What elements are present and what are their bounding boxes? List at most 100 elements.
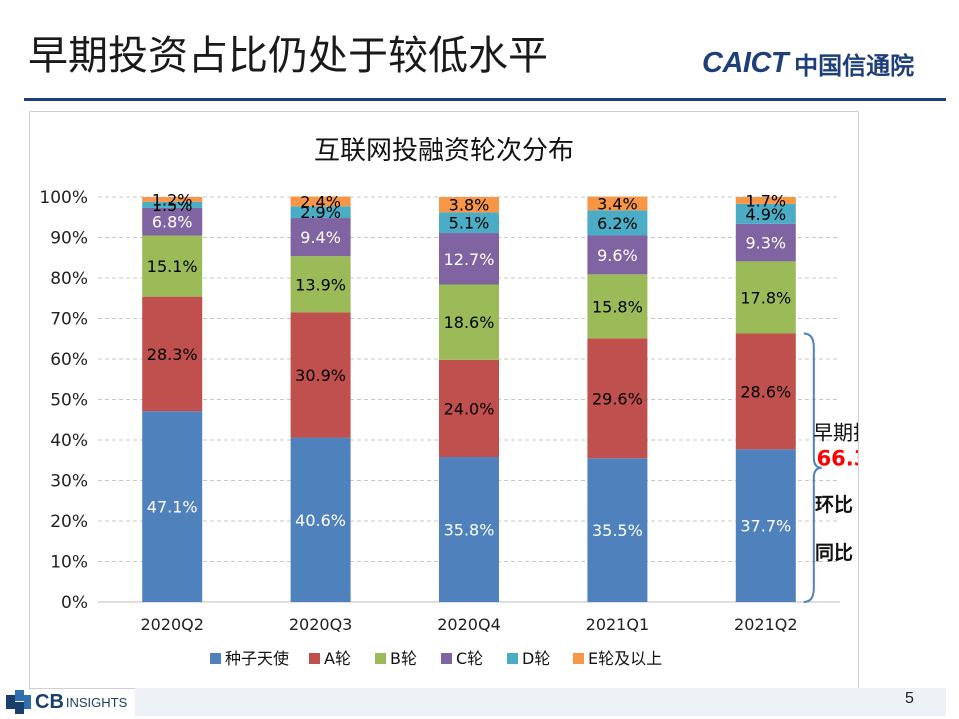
legend-swatch <box>375 653 386 664</box>
data-label: 3.4% <box>597 194 638 213</box>
bar-segment <box>142 197 203 202</box>
data-label: 12.7% <box>444 250 495 269</box>
x-tick-label: 2020Q2 <box>140 615 204 634</box>
bar-segment <box>735 197 796 204</box>
y-tick-label: 0% <box>61 593 88 613</box>
bar-segment <box>735 333 796 450</box>
data-label: 1.2% <box>152 190 193 209</box>
data-label: 30.9% <box>295 366 346 385</box>
legend-label: D轮 <box>522 649 550 668</box>
early-stage-brace <box>803 332 822 603</box>
data-label: 5.1% <box>449 214 490 233</box>
caict-logo-text: CAICT <box>702 46 789 79</box>
x-tick-label: 2020Q3 <box>289 615 353 634</box>
bar-segment <box>439 284 499 360</box>
bar-segment <box>439 197 499 213</box>
data-label: 28.6% <box>740 382 791 401</box>
bar-segment <box>142 207 203 236</box>
data-label: 18.6% <box>444 313 495 332</box>
bar-segment <box>587 196 648 211</box>
bar-segment <box>587 274 648 339</box>
chart-frame: 互联网投融资轮次分布 0% 10% 20% 30% 40% 50% 60% 70% 80% 90% 1… <box>29 111 859 689</box>
y-tick-label: 50% <box>50 391 88 411</box>
y-tick-label: 10% <box>50 553 88 573</box>
bar-segment <box>439 233 499 285</box>
data-label: 37.7% <box>740 517 791 536</box>
data-label: 9.3% <box>745 234 786 253</box>
bar-segment <box>587 235 648 275</box>
bar-segment <box>290 256 351 313</box>
bar-segment <box>290 437 351 602</box>
stacked-bar-chart: 互联网投融资轮次分布 0% 10% 20% 30% 40% 50% 60% 70% 80% 90% 1… <box>39 136 858 668</box>
data-label: 4.9% <box>745 205 786 224</box>
legend-swatch <box>507 653 518 664</box>
legend-swatch <box>309 653 320 664</box>
data-label: 29.6% <box>592 389 643 408</box>
bar-segment <box>142 411 203 602</box>
data-label: 3.8% <box>449 196 490 215</box>
data-label: 35.5% <box>592 521 643 540</box>
legend-label: C轮 <box>456 649 483 668</box>
data-label: 6.8% <box>152 213 193 232</box>
data-label: 17.8% <box>740 288 791 307</box>
data-label: 9.6% <box>597 246 638 265</box>
legend-swatch <box>210 653 221 664</box>
legend-swatch <box>573 653 584 664</box>
caict-logo-cn: 中国信通院 <box>794 51 915 80</box>
y-tick-label: 80% <box>50 269 88 289</box>
yoy-label: 同比 <box>815 542 853 564</box>
cb-logo-subtext: INSIGHTS <box>65 694 128 710</box>
bar-segment <box>290 196 351 207</box>
bar-segment <box>587 458 648 602</box>
page-number: 5 <box>905 690 914 707</box>
legend-swatch <box>441 653 452 664</box>
y-tick-label: 90% <box>50 229 88 249</box>
x-tick-label: 2021Q2 <box>734 615 798 634</box>
bar-segment <box>735 223 796 262</box>
data-label: 24.0% <box>444 399 495 418</box>
early-stage-label: 早期投资 <box>813 421 858 445</box>
data-label: 6.2% <box>597 214 638 233</box>
data-label: 13.9% <box>295 275 346 294</box>
bar-segment <box>439 212 499 234</box>
bar-segment <box>290 206 351 219</box>
x-tick-label: 2020Q4 <box>437 615 501 634</box>
y-tick-label: 100% <box>39 188 88 208</box>
data-label: 2.9% <box>300 203 341 222</box>
y-tick-label: 20% <box>50 512 88 532</box>
data-label: 47.1% <box>147 498 198 517</box>
y-tick-label: 40% <box>50 431 88 451</box>
bar-segment <box>587 210 648 236</box>
bar-segment <box>142 296 203 412</box>
legend-label: A轮 <box>324 649 351 668</box>
bar-segment <box>290 218 351 257</box>
data-label: 1.7% <box>745 191 786 210</box>
bar-segment <box>735 203 796 224</box>
bar-segment <box>290 312 351 438</box>
cb-logo-text: CB <box>35 690 64 713</box>
legend-label: B轮 <box>390 649 417 668</box>
chart-title: 互联网投融资轮次分布 <box>314 136 574 166</box>
footer-bar <box>135 688 946 716</box>
data-label: 2.4% <box>300 192 341 211</box>
y-tick-label: 70% <box>50 310 88 330</box>
legend-label: E轮及以上 <box>588 649 662 668</box>
slide-title: 早期投资占比仍处于较低水平 <box>28 33 548 79</box>
y-tick-label: 30% <box>50 472 88 492</box>
early-stage-value: 66.3% <box>817 447 858 471</box>
data-label: 15.1% <box>147 257 198 276</box>
title-rule <box>24 98 946 101</box>
bar-segment <box>735 449 796 602</box>
bar-segment <box>439 359 499 458</box>
data-label: 40.6% <box>295 511 346 530</box>
qoq-label: 环比 <box>815 494 853 516</box>
bar-segment <box>142 201 203 208</box>
bar-segment <box>587 338 648 459</box>
legend-label: 种子天使 <box>225 649 289 668</box>
bar-segment <box>735 261 796 334</box>
x-tick-label: 2021Q1 <box>586 615 650 634</box>
bar-segment <box>439 457 499 602</box>
y-tick-label: 60% <box>50 350 88 370</box>
data-label: 15.8% <box>592 297 643 316</box>
bar-segment <box>142 235 203 297</box>
